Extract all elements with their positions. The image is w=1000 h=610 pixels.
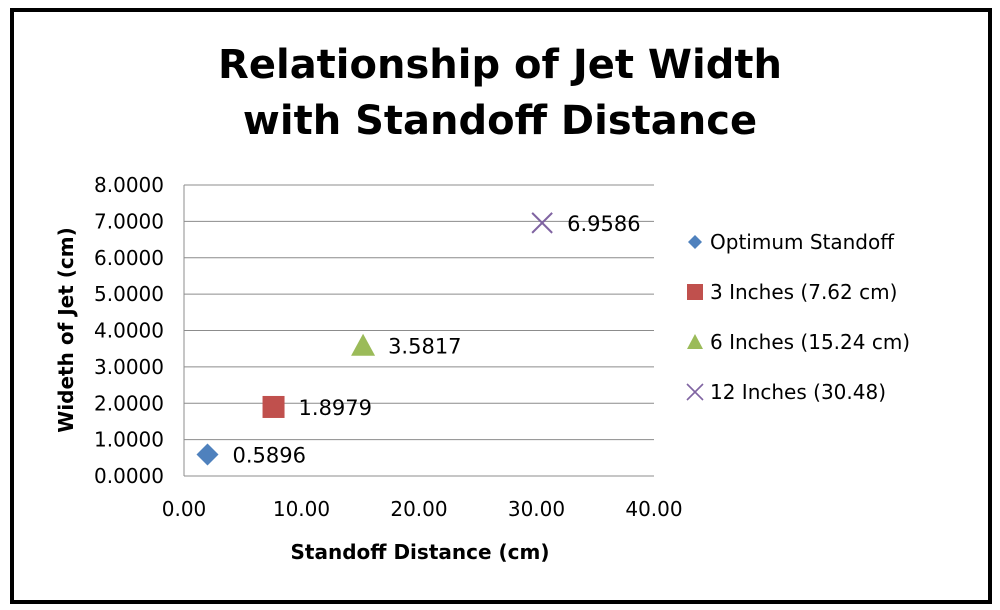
legend-entry: 3 Inches (7.62 cm) [710,280,897,304]
data-label: 6.9586 [567,212,640,236]
x-tick-label: 0.00 [162,497,207,521]
data-label: 0.5896 [233,444,306,468]
legend-entry: 6 Inches (15.24 cm) [710,330,910,354]
legend-entry: 12 Inches (30.48) [710,380,886,404]
legend-marker-diamond [688,235,702,249]
legend-entry: Optimum Standoff [710,230,895,254]
y-tick-label: 6.0000 [94,246,164,270]
x-tick-label: 10.00 [273,497,330,521]
y-tick-label: 0.0000 [94,464,164,488]
x-tick-labels: 0.00 10.00 20.00 30.00 40.00 [162,497,683,521]
y-tick-labels: 0.0000 1.0000 2.0000 3.0000 4.0000 5.0000 6.00… [94,173,164,488]
y-tick-label: 8.0000 [94,173,164,197]
y-tick-label: 4.0000 [94,319,164,343]
legend-marker-square [687,284,703,300]
x-tick-label: 20.00 [390,497,447,521]
legend-marker-triangle [687,334,703,349]
chart-frame [10,8,992,604]
legend: Optimum Standoff 3 Inches (7.62 cm) 6 Inch… [686,230,910,404]
y-tick-label: 2.0000 [94,391,164,415]
x-axis-label: Standoff Distance (cm) [291,540,550,564]
data-label: 1.8979 [299,396,372,420]
data-point-square [262,395,285,418]
x-tick-label: 30.00 [508,497,565,521]
chart-title-line-1: Relationship of Jet Width [218,42,782,88]
chart-title-line-2: with Standoff Distance [243,98,757,144]
y-tick-label: 3.0000 [94,355,164,379]
data-point-diamond [196,443,219,466]
data-points: 0.5896 1.8979 3.5817 6.9586 [196,212,641,468]
data-point-triangle [351,333,376,356]
gridlines [183,184,654,477]
legend-marker-x [686,383,704,401]
y-tick-label: 7.0000 [94,209,164,233]
x-tick-label: 40.00 [625,497,682,521]
data-point-x [531,212,553,234]
data-label: 3.5817 [388,335,461,359]
y-tick-label: 1.0000 [94,428,164,452]
y-tick-label: 5.0000 [94,282,164,306]
y-axis-label: Wideth of Jet (cm) [54,227,78,432]
